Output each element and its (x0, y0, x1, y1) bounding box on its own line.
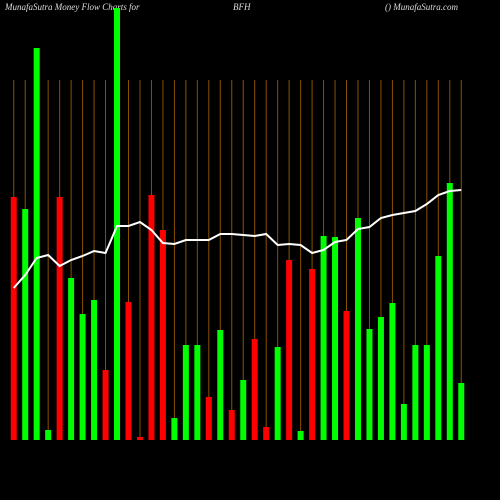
bar (458, 383, 465, 440)
bar (45, 430, 52, 440)
bar (56, 197, 63, 440)
bar (297, 431, 304, 440)
bar (79, 314, 86, 440)
bar (354, 218, 361, 440)
bar (68, 278, 75, 440)
bar (228, 410, 235, 440)
source: () MunafaSutra.com (385, 2, 458, 12)
bar (136, 437, 143, 440)
bar (412, 345, 419, 440)
bar (251, 339, 258, 440)
bar (114, 8, 121, 440)
bar (148, 195, 155, 440)
money-flow-line (12, 189, 462, 289)
bar (263, 427, 270, 440)
bar (320, 236, 327, 440)
chart-title: MunafaSutra Money Flow Charts for (4, 2, 140, 12)
bar (159, 230, 166, 440)
bar (125, 302, 132, 440)
bar (171, 418, 178, 440)
bar (182, 345, 189, 440)
bar (343, 311, 350, 440)
bar (332, 237, 339, 440)
bar (366, 329, 373, 440)
bar (435, 256, 442, 440)
bar (102, 370, 109, 440)
bar (286, 260, 293, 440)
chart-subtitle: BFH (233, 2, 251, 12)
bar (33, 48, 40, 440)
bar (309, 269, 316, 440)
bar (22, 209, 29, 440)
bar (194, 345, 201, 440)
bar (400, 404, 407, 440)
bar (91, 300, 98, 440)
bar (446, 183, 453, 440)
bar (423, 345, 430, 440)
bar (205, 397, 212, 440)
bar (10, 197, 17, 440)
bar (377, 317, 384, 440)
bar (217, 330, 224, 440)
bar (274, 347, 281, 440)
bar (389, 303, 396, 440)
bar (240, 380, 247, 440)
